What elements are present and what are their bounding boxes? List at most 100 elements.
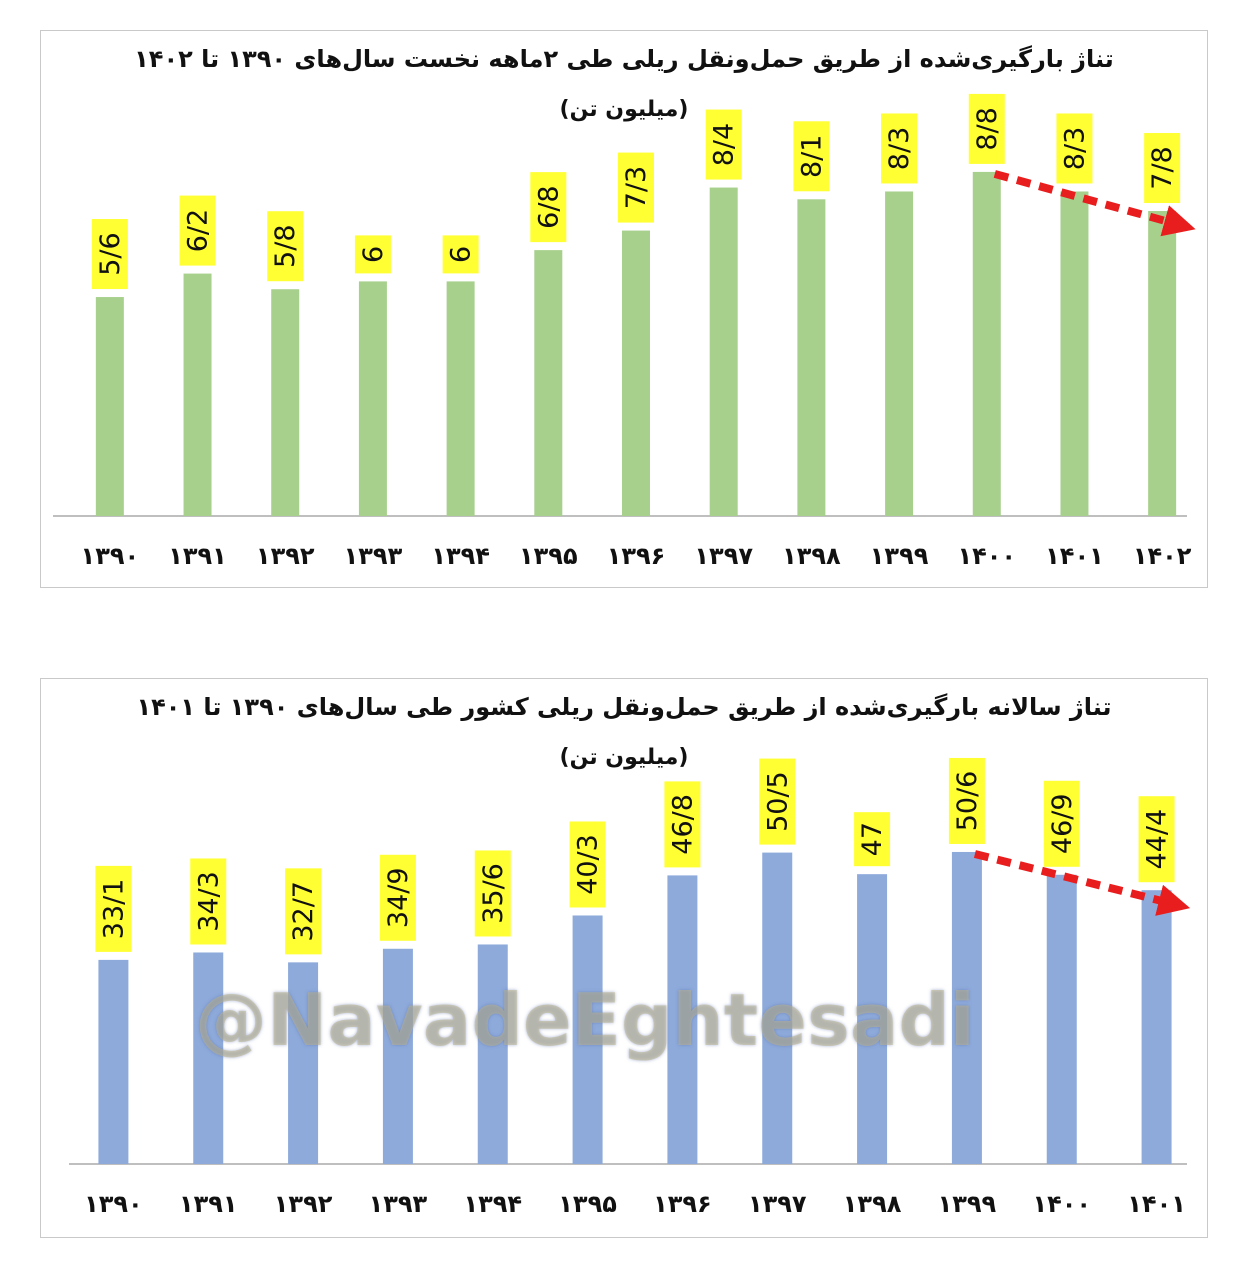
x-tick-label: ۱۳۹۲: [256, 542, 315, 570]
x-tick-label: ۱۳۹۳: [344, 542, 403, 570]
bar: [95, 297, 124, 516]
data-label-text: 40/3: [573, 834, 604, 895]
data-label-box: [179, 195, 216, 266]
data-label-box: [854, 812, 891, 867]
data-label-text: 50/5: [762, 771, 793, 832]
data-label: 5/6: [91, 219, 128, 290]
data-label-text: 50/6: [952, 771, 983, 832]
data-label-text: 6/2: [183, 209, 214, 252]
data-label: 40/3: [569, 821, 606, 908]
data-label-box: [285, 868, 322, 955]
data-label-box: [618, 152, 654, 223]
data-label: 46/8: [664, 781, 701, 868]
data-label-box: [569, 821, 606, 908]
trend-arrow: [973, 850, 1191, 916]
bar: [885, 191, 914, 516]
data-label: 34/3: [190, 858, 227, 945]
bar: [193, 952, 224, 1164]
chart-panel-bottom: تناژ سالانه بارگیری‌شده از طریق حمل‌ونقل…: [40, 678, 1208, 1238]
data-label-box: [474, 850, 511, 937]
x-tick-label: ۱۳۹۷: [694, 542, 753, 570]
x-tick-label: ۱۳۹۱: [179, 1190, 238, 1218]
data-label-box: [267, 211, 304, 282]
bar: [667, 875, 698, 1164]
x-tick-label: ۱۳۹۸: [782, 542, 841, 570]
chart-title-bottom: تناژ سالانه بارگیری‌شده از طریق حمل‌ونقل…: [136, 693, 1112, 721]
data-label-text: 8/1: [796, 135, 827, 178]
data-label-box: [759, 758, 796, 845]
data-label-text: 8/3: [884, 127, 915, 170]
bar: [1141, 890, 1172, 1164]
data-label: 34/9: [379, 854, 416, 941]
data-label-box: [705, 109, 742, 180]
bar: [1046, 874, 1077, 1164]
data-label: 50/6: [948, 757, 985, 844]
data-label-text: 34/9: [383, 867, 414, 928]
chart-subtitle-bottom: (میلیون تن): [559, 745, 689, 770]
data-label: 47: [854, 812, 891, 867]
x-tick-label: ۱۴۰۰: [957, 542, 1016, 570]
bar: [288, 962, 319, 1164]
x-tick-label: ۱۳۹۷: [748, 1190, 807, 1218]
data-label-text: 32/7: [288, 881, 319, 942]
data-label: 7/3: [618, 152, 654, 223]
x-tick-label: ۱۳۹۰: [81, 542, 140, 570]
data-label: 33/1: [95, 865, 132, 952]
data-label: 35/6: [474, 850, 511, 937]
data-label: 32/7: [285, 868, 322, 955]
x-tick-label: ۱۳۹۵: [519, 542, 578, 570]
data-label-box: [95, 865, 132, 952]
data-label: 8/4: [705, 109, 742, 180]
data-label-box: [91, 219, 128, 290]
data-label-text: 44/4: [1142, 809, 1173, 870]
data-label-text: 35/6: [478, 863, 509, 924]
x-tick-label: ۱۳۹۰: [84, 1190, 143, 1218]
data-label-box: [190, 858, 227, 945]
x-tick-label: ۱۳۹۶: [607, 542, 666, 570]
bar: [762, 852, 793, 1164]
x-tick-label: ۱۴۰۱: [1045, 542, 1104, 570]
bar: [358, 281, 387, 516]
data-label-box: [530, 172, 567, 243]
bar: [572, 915, 603, 1164]
data-label-text: 47: [857, 822, 888, 856]
data-label-text: 8/8: [972, 107, 1003, 150]
data-label-text: 6: [358, 246, 389, 263]
bar-chart-top: 5/6 ۱۳۹۰ 6/2 ۱۳۹۱ 5/8 ۱۳۹۲ 6 ۱۳۹۳ 6 ۱۳۹۴ 6/8 ۱۳۹۵ 7/…: [53, 93, 1196, 570]
bar: [972, 171, 1001, 517]
data-label: 5/8: [267, 211, 304, 282]
data-label: 6: [442, 235, 479, 274]
x-tick-label: ۱۳۹۴: [463, 1190, 522, 1218]
data-label-box: [1138, 796, 1175, 883]
data-label-box: [354, 235, 391, 274]
bar: [709, 187, 738, 516]
bar: [951, 851, 982, 1164]
bar: [446, 281, 475, 516]
data-label-text: 46/8: [667, 794, 698, 855]
chart-title-top: تناژ بارگیری‌شده از طریق حمل‌ونقل ریلی ط…: [134, 45, 1114, 73]
data-label-box: [1144, 133, 1181, 204]
bar: [98, 959, 129, 1164]
bar: [534, 250, 563, 516]
data-label-text: 8/4: [709, 123, 740, 166]
data-label-text: 7/8: [1147, 146, 1178, 189]
data-label-box: [881, 113, 918, 184]
data-label: 6/8: [530, 172, 567, 243]
data-label-box: [968, 93, 1005, 164]
bar: [1148, 211, 1177, 516]
trend-arrow: [993, 170, 1196, 237]
bar: [797, 199, 826, 517]
x-tick-label: ۱۳۹۱: [168, 542, 227, 570]
data-label-text: 34/3: [193, 871, 224, 932]
bar: [1060, 191, 1089, 516]
data-label: 50/5: [759, 758, 796, 845]
bar: [622, 230, 650, 516]
data-label: 7/8: [1144, 133, 1181, 204]
data-label-box: [442, 235, 479, 274]
x-tick-label: ۱۳۹۶: [653, 1190, 712, 1218]
data-label: 46/9: [1043, 780, 1080, 867]
data-label-box: [664, 781, 701, 868]
data-label: 8/8: [968, 93, 1005, 164]
data-label: 8/3: [1056, 113, 1093, 184]
x-tick-label: ۱۳۹۹: [870, 542, 929, 570]
